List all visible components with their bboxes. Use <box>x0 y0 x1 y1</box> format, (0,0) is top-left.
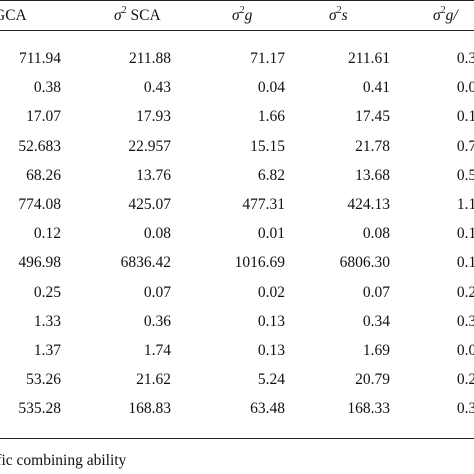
table-cell: 424.13 <box>347 196 390 213</box>
table-row: 52.683 22.957 15.15 21.78 0.70 <box>0 134 474 160</box>
table-cell: 0.38 <box>456 400 474 418</box>
table-row: 1.37 1.74 0.13 1.69 0.08 <box>0 338 474 364</box>
table-cell: 0.12 <box>33 225 61 243</box>
table-cell: 53.26 <box>26 371 61 389</box>
table-cell: 0.25 <box>456 283 474 301</box>
table-cell: 0.13 <box>257 342 285 359</box>
table-row: 68.26 13.76 6.82 13.68 0.50 <box>0 163 474 189</box>
table-cell: 21.62 <box>136 371 171 389</box>
table-cell: 425.07 <box>128 196 171 213</box>
table-cell: 63.48 <box>250 400 285 418</box>
table-cell: 0.15 <box>456 254 474 272</box>
table-row: 0.25 0.07 0.02 0.07 0.25 <box>0 280 474 306</box>
table-row: 711.94 211.88 71.17 211.61 0.34 <box>0 46 474 72</box>
header-sigma2-s: σ2s <box>329 5 348 24</box>
table-cell: 6806.30 <box>339 254 390 272</box>
table-cell: 17.45 <box>355 108 390 126</box>
table-cell: 1.33 <box>33 312 61 330</box>
top-rule <box>0 0 474 1</box>
table-row: 0.38 0.43 0.04 0.41 0.09 <box>0 75 474 101</box>
table-cell: 13.76 <box>136 166 171 184</box>
table-row: 496.98 6836.42 1016.69 6806.30 0.15 <box>0 250 474 276</box>
table-cell: 0.25 <box>456 371 474 389</box>
table-cell: 0.43 <box>143 79 171 97</box>
table-cell: 0.08 <box>456 342 474 359</box>
table-cell: 1.37 <box>33 342 61 359</box>
table-cell: 20.79 <box>355 371 390 389</box>
table-row: 774.08 425.07 477.31 424.13 1.13 <box>0 192 474 218</box>
table-row: 535.28 168.83 63.48 168.33 0.38 <box>0 396 474 422</box>
table-cell: 168.83 <box>128 400 171 418</box>
table-row: 17.07 17.93 1.66 17.45 0.10 <box>0 104 474 130</box>
table-cell: 0.34 <box>362 312 390 330</box>
table-cell: 22.957 <box>128 137 171 155</box>
table-cell: 13.68 <box>355 166 390 184</box>
bottom-rule <box>0 438 474 439</box>
table-footnote: ific combining ability <box>0 452 127 469</box>
table-row: 53.26 21.62 5.24 20.79 0.25 <box>0 367 474 393</box>
table-cell: 0.07 <box>362 283 390 301</box>
header-rule <box>0 30 474 31</box>
table-cell: 0.09 <box>456 79 474 97</box>
table-header: GCA σ2 SCA σ2g σ2s σ2g/ <box>0 3 474 29</box>
table-cell: 1.74 <box>143 342 171 359</box>
table-cell: 0.10 <box>456 108 474 126</box>
table-cell: 211.61 <box>347 50 390 67</box>
table-cell: 0.02 <box>257 283 285 301</box>
header-sigma2-g: σ2g <box>232 5 253 24</box>
table-cell: 0.41 <box>362 79 390 97</box>
table-cell: 17.93 <box>136 108 171 126</box>
table-cell: 1016.69 <box>234 254 285 272</box>
table-cell: 0.13 <box>257 312 285 330</box>
table-cell: 1.66 <box>257 108 285 126</box>
table-cell: 711.94 <box>18 50 61 67</box>
table-cell: 211.88 <box>128 50 171 67</box>
header-sigma2-g-ratio: σ2g/ <box>433 5 458 24</box>
table-cell: 0.04 <box>257 79 285 97</box>
header-sigma2-sca: σ2 SCA <box>114 5 161 24</box>
header-gca: GCA <box>0 7 27 24</box>
table-cell: 1.69 <box>362 342 390 359</box>
table-cell: 0.50 <box>456 166 474 184</box>
table-cell: 0.38 <box>33 79 61 97</box>
table-row: 1.33 0.36 0.13 0.34 0.39 <box>0 309 474 335</box>
table-cell: 68.26 <box>26 166 61 184</box>
table-cell: 71.17 <box>250 50 285 67</box>
table-cell: 1.13 <box>456 196 474 213</box>
table-cell: 21.78 <box>355 137 390 155</box>
table-cell: 496.98 <box>18 254 61 272</box>
table-cell: 0.15 <box>456 225 474 243</box>
table-cell: 0.08 <box>362 225 390 243</box>
table-cell: 0.34 <box>456 50 474 67</box>
table-cell: 6836.42 <box>120 254 171 272</box>
table-cell: 0.36 <box>143 312 171 330</box>
table-cell: 0.07 <box>143 283 171 301</box>
table-cell: 15.15 <box>250 137 285 155</box>
table-cell: 535.28 <box>18 400 61 418</box>
table-cell: 0.25 <box>33 283 61 301</box>
table-cell: 168.33 <box>347 400 390 418</box>
table-cell: 52.683 <box>18 137 61 155</box>
table-cell: 0.08 <box>143 225 171 243</box>
table-cell: 0.01 <box>257 225 285 243</box>
table-row: 0.12 0.08 0.01 0.08 0.15 <box>0 221 474 247</box>
table-cell: 6.82 <box>257 166 285 184</box>
table-cell: 477.31 <box>242 196 285 213</box>
table-cell: 774.08 <box>18 196 61 213</box>
table-cell: 0.39 <box>456 312 474 330</box>
table-cell: 17.07 <box>26 108 61 126</box>
table-cell: 5.24 <box>257 371 285 389</box>
table-cell: 0.70 <box>456 137 474 155</box>
